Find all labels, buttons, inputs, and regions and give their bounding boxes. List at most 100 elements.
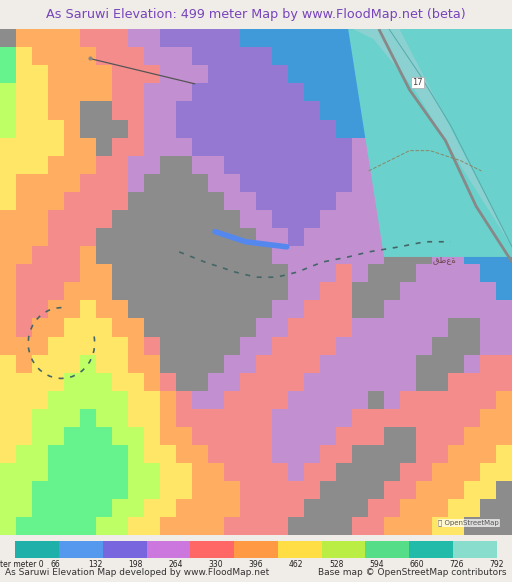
Bar — [384, 445, 400, 463]
Bar — [288, 300, 304, 318]
Bar — [400, 228, 416, 246]
Bar — [352, 119, 368, 137]
Bar — [496, 282, 512, 300]
Bar — [32, 409, 48, 427]
Bar — [16, 156, 32, 174]
Bar — [96, 427, 112, 445]
Bar — [496, 83, 512, 101]
Bar — [80, 246, 96, 264]
Bar — [288, 264, 304, 282]
Bar — [144, 174, 160, 192]
Bar — [448, 83, 464, 101]
Bar — [192, 499, 208, 517]
Bar — [368, 83, 384, 101]
Bar — [256, 246, 272, 264]
Bar — [32, 29, 48, 47]
Bar — [336, 119, 352, 137]
Bar — [320, 372, 336, 391]
Bar — [464, 156, 480, 174]
Bar — [352, 409, 368, 427]
Bar — [416, 83, 432, 101]
Bar — [128, 300, 144, 318]
Bar — [480, 318, 496, 336]
Bar — [416, 210, 432, 228]
Bar — [336, 29, 352, 47]
Bar — [464, 246, 480, 264]
Bar — [160, 499, 176, 517]
Bar — [112, 264, 128, 282]
Bar — [128, 481, 144, 499]
Bar — [80, 481, 96, 499]
Bar — [464, 29, 480, 47]
Bar — [176, 119, 192, 137]
Bar — [112, 481, 128, 499]
Bar — [416, 481, 432, 499]
Bar — [16, 499, 32, 517]
Bar — [48, 83, 64, 101]
Bar — [96, 372, 112, 391]
Bar — [416, 65, 432, 83]
Bar — [32, 517, 48, 535]
Bar — [464, 354, 480, 372]
Bar — [320, 318, 336, 336]
Bar — [16, 210, 32, 228]
Bar — [448, 282, 464, 300]
Bar — [160, 119, 176, 137]
Bar — [336, 282, 352, 300]
Bar — [464, 336, 480, 354]
Bar — [128, 517, 144, 535]
Bar — [224, 210, 240, 228]
Bar — [288, 354, 304, 372]
Bar — [432, 499, 448, 517]
Bar — [272, 318, 288, 336]
Bar — [32, 246, 48, 264]
Bar — [16, 47, 32, 65]
Bar — [384, 409, 400, 427]
Bar — [48, 463, 64, 481]
Bar — [272, 463, 288, 481]
Bar — [48, 264, 64, 282]
Bar — [16, 391, 32, 409]
Bar — [336, 101, 352, 119]
Bar — [464, 47, 480, 65]
Bar — [400, 174, 416, 192]
Bar — [48, 282, 64, 300]
Bar — [480, 427, 496, 445]
Bar — [0, 282, 16, 300]
Bar — [224, 246, 240, 264]
Bar — [336, 246, 352, 264]
Bar — [176, 137, 192, 156]
Bar — [160, 282, 176, 300]
Bar — [160, 463, 176, 481]
Bar — [224, 83, 240, 101]
Bar — [192, 372, 208, 391]
Bar — [272, 47, 288, 65]
Bar — [144, 409, 160, 427]
Bar — [480, 499, 496, 517]
Bar — [304, 228, 320, 246]
Bar — [48, 192, 64, 210]
Bar — [480, 517, 496, 535]
Bar — [192, 210, 208, 228]
Bar — [128, 228, 144, 246]
Bar — [80, 463, 96, 481]
Bar — [416, 300, 432, 318]
Bar — [256, 300, 272, 318]
Bar — [240, 282, 256, 300]
Bar — [160, 101, 176, 119]
Bar — [352, 264, 368, 282]
Bar — [416, 174, 432, 192]
Bar — [496, 228, 512, 246]
Bar — [16, 101, 32, 119]
Bar — [128, 427, 144, 445]
Bar — [64, 481, 80, 499]
Bar — [103, 541, 146, 558]
Bar — [256, 318, 272, 336]
Bar — [384, 246, 400, 264]
Bar — [208, 83, 224, 101]
Bar — [80, 409, 96, 427]
Bar — [384, 481, 400, 499]
Bar — [352, 336, 368, 354]
Bar — [176, 499, 192, 517]
Bar — [16, 119, 32, 137]
